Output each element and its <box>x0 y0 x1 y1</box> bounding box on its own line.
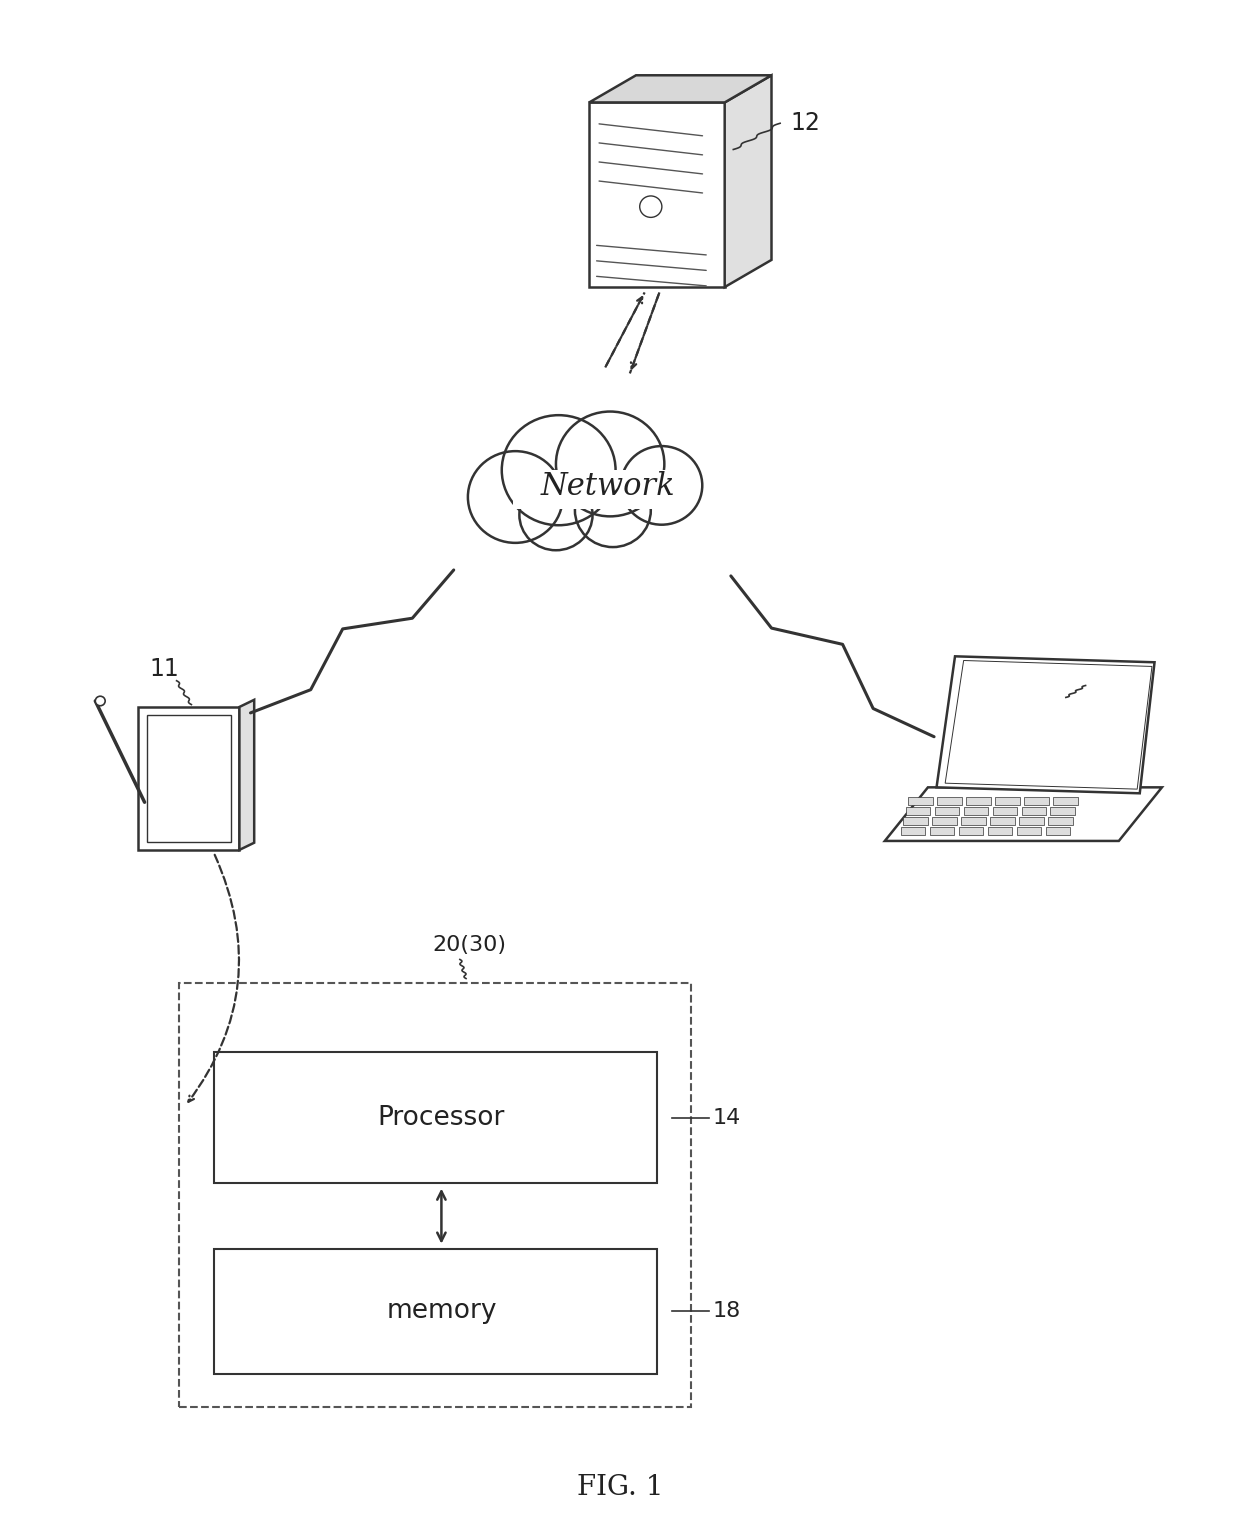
Bar <box>1050 806 1075 814</box>
Bar <box>992 806 1017 814</box>
Text: 20(30): 20(30) <box>433 935 507 955</box>
Polygon shape <box>239 699 254 849</box>
Circle shape <box>556 411 665 517</box>
Circle shape <box>520 480 593 550</box>
Text: memory: memory <box>386 1298 497 1325</box>
Bar <box>932 817 957 825</box>
Bar <box>905 806 930 814</box>
Polygon shape <box>945 661 1152 789</box>
Bar <box>213 1249 657 1374</box>
Bar <box>937 797 962 805</box>
Bar <box>900 828 925 835</box>
Circle shape <box>467 451 563 543</box>
Bar <box>987 828 1012 835</box>
Polygon shape <box>589 103 724 287</box>
Circle shape <box>640 196 662 218</box>
Polygon shape <box>936 656 1154 793</box>
Bar <box>179 983 692 1407</box>
Text: 11: 11 <box>149 656 179 681</box>
Bar <box>1019 817 1044 825</box>
Circle shape <box>95 696 105 705</box>
Text: FIG. 1: FIG. 1 <box>577 1473 663 1501</box>
Bar <box>1022 806 1047 814</box>
Circle shape <box>502 415 615 526</box>
Bar <box>1024 797 1049 805</box>
Text: 14: 14 <box>712 1108 740 1128</box>
Polygon shape <box>139 707 239 849</box>
Bar <box>994 797 1019 805</box>
Polygon shape <box>512 471 671 509</box>
Bar <box>903 817 928 825</box>
Bar <box>1017 828 1042 835</box>
Text: 18: 18 <box>712 1302 740 1321</box>
Bar <box>990 817 1014 825</box>
Bar <box>908 797 932 805</box>
Polygon shape <box>589 75 771 103</box>
Bar <box>1045 828 1070 835</box>
Bar <box>148 716 231 842</box>
Bar <box>213 1052 657 1183</box>
Text: 11: 11 <box>1079 665 1109 690</box>
Bar <box>966 797 991 805</box>
Bar <box>1053 797 1078 805</box>
Polygon shape <box>724 75 771 287</box>
Text: Processor: Processor <box>378 1105 505 1131</box>
Polygon shape <box>885 788 1162 842</box>
Circle shape <box>575 474 651 547</box>
Bar <box>963 806 988 814</box>
Bar <box>1048 817 1073 825</box>
Text: Network: Network <box>541 471 675 503</box>
Bar <box>961 817 986 825</box>
Bar <box>935 806 960 814</box>
Bar <box>959 828 983 835</box>
Bar <box>930 828 955 835</box>
Text: 12: 12 <box>790 112 820 135</box>
Circle shape <box>621 446 702 524</box>
